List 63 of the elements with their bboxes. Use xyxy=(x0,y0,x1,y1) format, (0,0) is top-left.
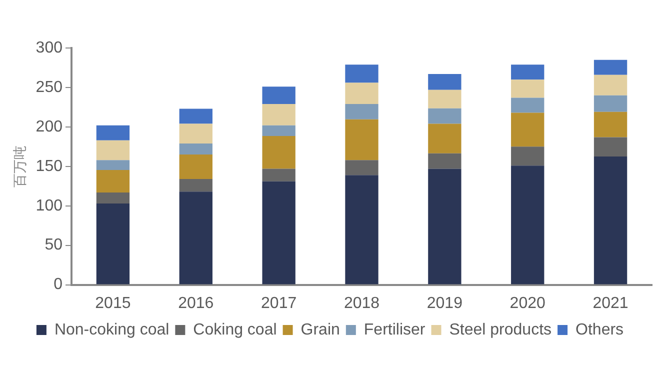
x-tick-label: 2016 xyxy=(178,294,214,312)
x-tick-label: 2021 xyxy=(592,294,628,312)
bar xyxy=(96,192,130,204)
y-tick-label: 0 xyxy=(54,276,63,294)
bar xyxy=(179,154,212,180)
legend-label: Non-coking coal xyxy=(54,321,170,338)
bar xyxy=(428,108,462,124)
bar xyxy=(511,146,544,166)
x-tick-label: 2017 xyxy=(261,294,297,312)
bar xyxy=(428,90,462,108)
x-tick-label: 2020 xyxy=(510,294,546,312)
bar xyxy=(594,156,628,284)
bar xyxy=(345,119,378,160)
bar xyxy=(262,181,296,284)
bar xyxy=(179,124,212,144)
bar xyxy=(262,136,296,169)
x-tick-label: 2019 xyxy=(426,294,463,312)
x-tick-label: 2018 xyxy=(344,294,380,312)
legend-label: Steel products xyxy=(449,321,552,338)
bar xyxy=(179,108,212,124)
bar xyxy=(511,98,544,113)
bar xyxy=(594,112,628,138)
y-tick-label: 300 xyxy=(36,39,63,56)
bar xyxy=(345,160,378,176)
bar xyxy=(345,82,378,104)
bar xyxy=(428,153,462,169)
bar xyxy=(96,160,130,170)
bar xyxy=(96,170,130,192)
y-tick-label: 50 xyxy=(44,236,63,254)
bar xyxy=(179,192,212,284)
bar xyxy=(594,95,628,112)
bar xyxy=(428,74,462,90)
bar xyxy=(594,74,628,96)
bar xyxy=(594,137,628,157)
bar xyxy=(262,125,296,136)
x-tick-label: 2015 xyxy=(95,294,131,312)
bar xyxy=(511,64,544,80)
legend-label: Others xyxy=(576,321,624,338)
bar xyxy=(428,124,462,154)
bar xyxy=(345,175,378,284)
bar xyxy=(179,179,212,192)
bar xyxy=(96,140,130,160)
legend-label: Coking coal xyxy=(193,321,277,338)
y-tick-label: 250 xyxy=(36,78,63,96)
bar xyxy=(179,144,212,155)
bar xyxy=(262,168,296,182)
bar xyxy=(96,204,130,284)
legend-label: Fertiliser xyxy=(364,321,426,338)
y-tick-label: 200 xyxy=(36,118,63,136)
bar xyxy=(345,64,378,83)
bar xyxy=(262,104,296,126)
bar xyxy=(594,60,628,75)
bar xyxy=(262,86,296,104)
bar xyxy=(511,112,544,147)
bar xyxy=(511,166,544,284)
bar xyxy=(511,80,544,98)
y-axis-title: 百万吨 xyxy=(11,145,28,188)
y-tick-label: 150 xyxy=(36,158,63,175)
bar xyxy=(345,104,378,120)
bar xyxy=(96,125,130,140)
bar xyxy=(428,168,462,284)
legend-label: Grain xyxy=(300,321,340,338)
y-tick-label: 100 xyxy=(36,197,63,214)
